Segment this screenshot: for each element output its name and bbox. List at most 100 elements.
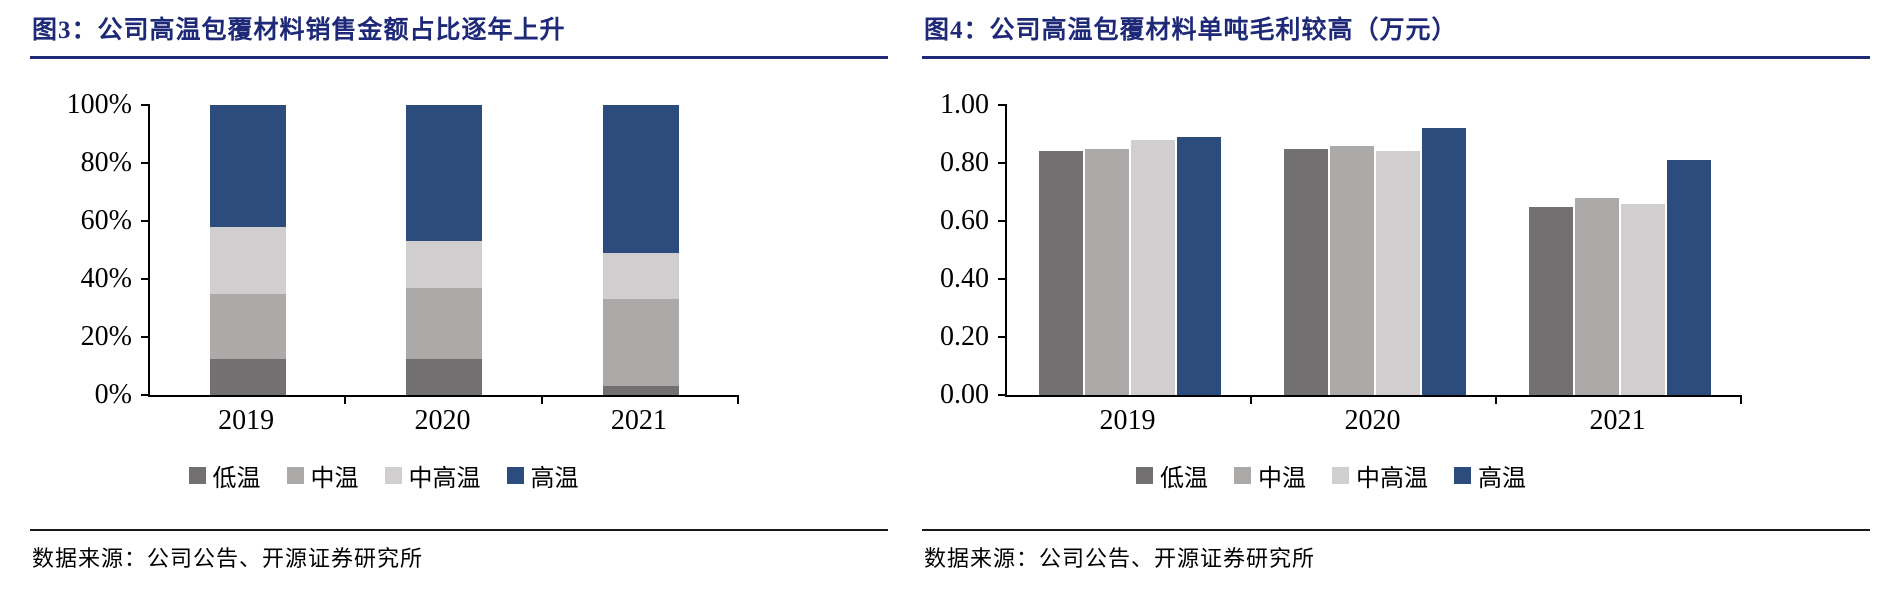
y-axis-tick-label: 0.80 <box>940 147 989 178</box>
report-figures-row: 图3：公司高温包覆材料销售金额占比逐年上升 100% 80% 60% 40% 20% 0%… <box>30 16 1870 573</box>
x-axis-category-label: 2019 <box>1099 405 1156 436</box>
y-axis-tick-label: 0.40 <box>940 263 989 294</box>
bar-segment-低温 <box>210 358 287 395</box>
y-axis-tick-label: 20% <box>80 321 132 352</box>
bar-中高温 <box>1375 151 1420 395</box>
legend-item-中高温: 中高温 <box>384 458 481 493</box>
legend-swatch-icon <box>286 466 304 484</box>
legend-swatch-icon <box>1332 466 1349 484</box>
x-axis-tick-mark <box>737 395 739 404</box>
category-slot <box>1252 105 1497 395</box>
y-axis-tick-label: 100% <box>66 89 132 120</box>
legend-item-中温: 中温 <box>286 458 359 493</box>
legend-item-低温: 低温 <box>1136 458 1208 493</box>
legend-label: 高温 <box>530 465 579 492</box>
bar-低温 <box>1038 151 1083 395</box>
figure4-title: 图4：公司高温包覆材料单吨毛利较高（万元） <box>922 16 1870 59</box>
y-axis-tick-label: 0.20 <box>940 321 989 352</box>
stacked-bar <box>210 105 287 395</box>
figure4-x-axis-labels: 2019 2020 2021 <box>1005 403 1740 439</box>
bar-segment-高温 <box>210 105 287 227</box>
legend-label: 中高温 <box>408 465 481 492</box>
legend-label: 高温 <box>1478 465 1526 492</box>
x-axis-category-label: 2019 <box>218 405 275 436</box>
y-axis-tick-mark <box>141 394 150 396</box>
bar-segment-中温 <box>210 293 287 359</box>
y-axis-tick-label: 0% <box>94 379 132 410</box>
panel-figure3: 图3：公司高温包覆材料销售金额占比逐年上升 100% 80% 60% 40% 20% 0%… <box>30 16 888 573</box>
bar-中温 <box>1574 197 1619 395</box>
figure3-y-axis: 100% 80% 60% 40% 20% 0% <box>30 89 148 410</box>
legend-item-低温: 低温 <box>188 458 261 493</box>
y-axis-tick-mark <box>141 278 150 280</box>
bar-group <box>1528 105 1711 395</box>
bar-高温 <box>1421 128 1466 395</box>
legend-label: 低温 <box>212 465 261 492</box>
y-axis-tick-label: 80% <box>80 147 132 178</box>
y-axis-tick-label: 1.00 <box>940 89 989 120</box>
y-axis-tick-label: 0.00 <box>940 379 989 410</box>
bar-高温 <box>1666 160 1711 395</box>
category-slot <box>1007 105 1252 395</box>
category-slot <box>543 105 739 395</box>
bar-group <box>1283 105 1466 395</box>
bar-中高温 <box>1620 203 1665 395</box>
y-axis-tick-mark <box>998 336 1007 338</box>
y-axis-tick-mark <box>998 278 1007 280</box>
bar-segment-高温 <box>602 105 679 253</box>
legend-label: 中温 <box>310 465 359 492</box>
x-axis-tick-mark <box>344 395 347 404</box>
legend-swatch-icon <box>188 466 206 484</box>
bar-高温 <box>1176 136 1221 395</box>
legend-label: 低温 <box>1160 465 1208 492</box>
y-axis-tick-mark <box>998 104 1007 106</box>
bar-segment-中高温 <box>602 252 679 300</box>
legend-label: 中温 <box>1258 465 1306 492</box>
legend-swatch-icon <box>1454 466 1471 484</box>
category-slot <box>150 105 346 395</box>
x-axis-category-label: 2021 <box>610 405 667 436</box>
bar-group <box>1038 105 1221 395</box>
y-axis-tick-mark <box>998 162 1007 164</box>
figure3-chart-row: 100% 80% 60% 40% 20% 0% <box>30 89 888 410</box>
bar-segment-中温 <box>602 299 679 387</box>
legend-swatch-icon <box>506 466 524 484</box>
y-axis-tick-label: 40% <box>80 263 132 294</box>
figure3-source-note: 数据来源：公司公告、开源证券研究所 <box>30 529 888 573</box>
bar-中高温 <box>1130 139 1175 395</box>
y-axis-tick-label: 0.60 <box>940 205 989 236</box>
y-axis-tick-label: 60% <box>80 205 132 236</box>
bar-中温 <box>1084 148 1129 395</box>
category-slot <box>346 105 542 395</box>
figure3-title: 图3：公司高温包覆材料销售金额占比逐年上升 <box>30 16 888 59</box>
figure4-legend: 低温 中温 中高温 高温 <box>922 461 1740 492</box>
figure3-stacked-bar-plot <box>141 104 739 404</box>
x-axis-category-label: 2020 <box>1344 405 1401 436</box>
y-axis-tick-mark <box>141 162 150 164</box>
y-axis-tick-mark <box>998 394 1007 396</box>
legend-swatch-icon <box>1136 466 1153 484</box>
stacked-bar <box>406 105 483 395</box>
bar-segment-高温 <box>406 105 483 242</box>
panel-figure4: 图4：公司高温包覆材料单吨毛利较高（万元） 1.00 0.80 0.60 0.40 0.… <box>922 16 1870 573</box>
figure4-grouped-bar-plot <box>998 104 1742 404</box>
y-axis-tick-mark <box>141 104 150 106</box>
legend-label: 中高温 <box>1356 465 1428 492</box>
x-axis-tick-mark <box>1495 395 1497 404</box>
figure3-legend: 低温 中温 中高温 高温 <box>30 461 737 492</box>
legend-swatch-icon <box>384 466 402 484</box>
bar-segment-低温 <box>602 386 679 395</box>
legend-item-中高温: 中高温 <box>1332 458 1428 493</box>
category-slot <box>1497 105 1742 395</box>
figure4-y-axis: 1.00 0.80 0.60 0.40 0.20 0.00 <box>922 89 1005 410</box>
figure3-x-axis-labels: 2019 2020 2021 <box>148 403 737 439</box>
legend-item-高温: 高温 <box>506 458 579 493</box>
bar-segment-中温 <box>406 287 483 359</box>
y-axis-tick-mark <box>141 220 150 222</box>
x-axis-tick-mark <box>540 395 543 404</box>
stacked-bar <box>602 105 679 395</box>
x-axis-category-label: 2020 <box>414 405 471 436</box>
x-axis-tick-mark <box>1249 395 1252 404</box>
legend-swatch-icon <box>1234 466 1251 484</box>
bar-中温 <box>1329 145 1374 395</box>
